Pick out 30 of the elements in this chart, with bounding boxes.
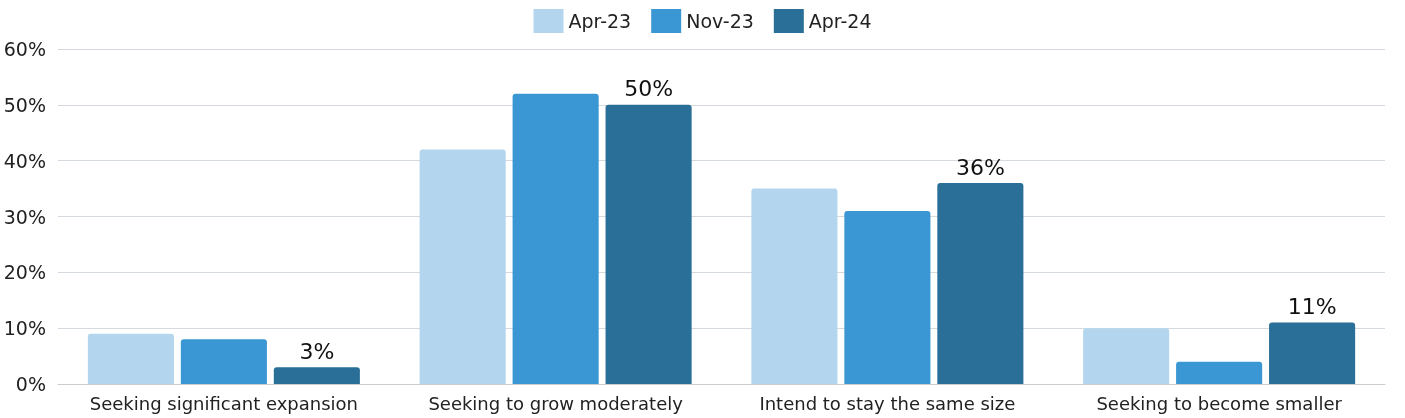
legend-label: Nov-23	[686, 10, 754, 32]
bar	[605, 104, 692, 384]
bar	[1083, 328, 1170, 384]
y-tick-label: 10%	[3, 317, 46, 340]
y-tick-label: 20%	[3, 261, 46, 284]
data-label: 36%	[955, 154, 1005, 180]
y-tick-label: 30%	[3, 205, 46, 228]
bar	[273, 367, 360, 384]
legend-label: Apr-24	[808, 10, 872, 32]
data-label: 3%	[299, 338, 335, 364]
data-label: 11%	[1287, 294, 1337, 320]
bar	[937, 183, 1024, 384]
bar	[512, 93, 599, 384]
bar	[1269, 322, 1356, 384]
x-tick-label: Intend to stay the same size	[759, 392, 1016, 414]
y-tick-label: 40%	[3, 149, 46, 172]
x-tick-label: Seeking to grow moderately	[428, 392, 684, 414]
bar	[180, 339, 267, 384]
bar	[419, 149, 506, 384]
bar	[1176, 361, 1263, 384]
x-tick-label: Seeking significant expansion	[89, 392, 359, 414]
y-tick-label: 50%	[3, 93, 46, 116]
legend-label: Apr-23	[568, 10, 632, 32]
bar	[87, 333, 174, 384]
bar	[751, 188, 838, 384]
data-label: 50%	[624, 76, 674, 102]
y-tick-label: 60%	[3, 38, 46, 60]
bar	[844, 210, 931, 384]
x-tick-label: Seeking to become smaller	[1096, 392, 1343, 414]
y-tick-label: 0%	[15, 373, 46, 395]
